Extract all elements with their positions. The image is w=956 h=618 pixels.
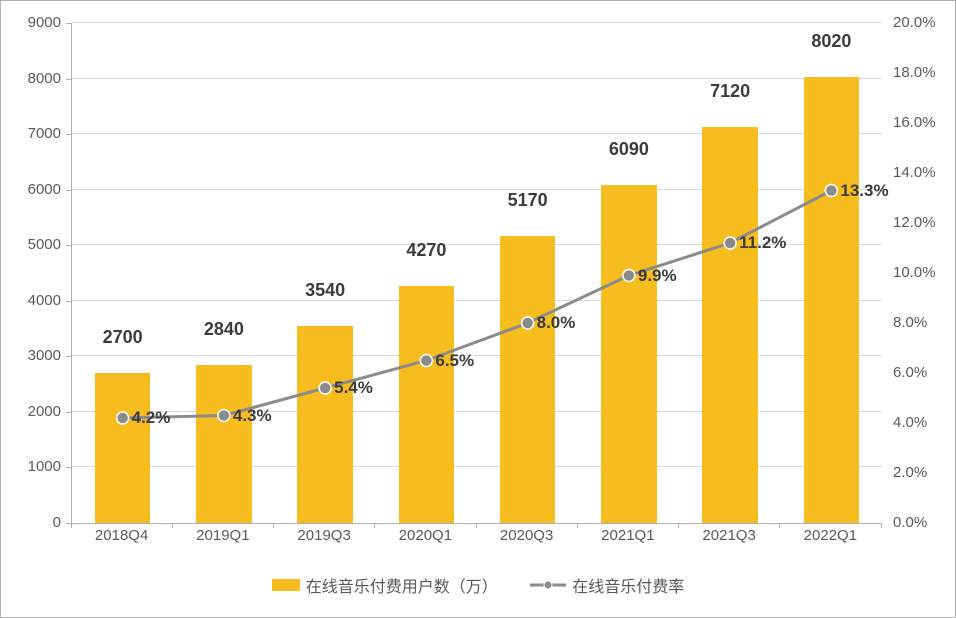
y-left-tick [66,23,71,24]
bar-value-label: 6090 [609,139,649,160]
x-tick [881,523,882,528]
y-left-tick-label: 0 [53,514,61,531]
y-left-tick-label: 3000 [28,347,61,364]
legend-line-swatch [530,579,566,591]
y-right-tick-label: 0.0% [893,514,927,531]
y-left-tick [66,79,71,80]
y-left-tick [66,134,71,135]
line-value-label: 6.5% [435,351,474,371]
x-tick [71,523,72,528]
line-value-label: 8.0% [537,313,576,333]
legend: 在线音乐付费用户数（万） 在线音乐付费率 [1,573,955,597]
y-left-tick [66,245,71,246]
gridline [72,189,882,190]
legend-bar-label: 在线音乐付费用户数（万） [306,573,498,597]
y-right-tick-label: 6.0% [893,364,927,381]
line-value-label: 9.9% [638,266,677,286]
bar-value-label: 2840 [204,319,244,340]
x-tick [374,523,375,528]
bar [601,185,657,523]
x-tick-label: 2018Q4 [95,527,148,544]
bar-value-label: 3540 [305,280,345,301]
bar [702,127,758,523]
y-right-tick-label: 16.0% [893,114,936,131]
y-right-tick-label: 4.0% [893,414,927,431]
gridline [72,355,882,356]
x-tick [577,523,578,528]
y-left-tick-label: 9000 [28,14,61,31]
legend-item-bars: 在线音乐付费用户数（万） [272,573,498,597]
chart-frame: 2700 2840 3540 4270 5170 6090 7120 8020 4.2% 4.3%… [0,0,956,618]
y-left-tick [66,412,71,413]
gridline [72,78,882,79]
x-tick [779,523,780,528]
bar [196,365,252,523]
bar-value-label: 7120 [710,81,750,102]
legend-bar-swatch [272,579,300,591]
x-tick-label: 2021Q3 [702,527,755,544]
bar-value-label: 5170 [508,190,548,211]
bar-value-label: 4270 [406,240,446,261]
gridline [72,22,882,23]
x-tick-label: 2021Q1 [601,527,654,544]
x-tick [476,523,477,528]
y-right-tick-label: 14.0% [893,164,936,181]
y-right-tick-label: 8.0% [893,314,927,331]
plot-area: 2700 2840 3540 4270 5170 6090 7120 8020 4.2% 4.3%… [71,23,882,524]
y-left-tick [66,190,71,191]
gridline [72,133,882,134]
bar [804,77,860,523]
line-value-label: 4.3% [233,406,272,426]
y-left-tick-label: 8000 [28,70,61,87]
y-left-tick [66,356,71,357]
x-tick-label: 2019Q1 [196,527,249,544]
x-tick [678,523,679,528]
y-right-tick-label: 12.0% [893,214,936,231]
legend-line-label: 在线音乐付费率 [572,573,684,597]
x-tick [172,523,173,528]
x-tick [273,523,274,528]
x-tick-label: 2022Q1 [804,527,857,544]
gridline [72,411,882,412]
y-left-tick-label: 7000 [28,125,61,142]
y-left-tick [66,467,71,468]
bar [399,286,455,523]
y-left-tick-label: 2000 [28,403,61,420]
y-right-tick-label: 2.0% [893,464,927,481]
gridline [72,466,882,467]
y-left-tick-label: 1000 [28,458,61,475]
line-value-label: 5.4% [334,378,373,398]
y-right-tick-label: 10.0% [893,264,936,281]
line-value-label: 11.2% [739,233,786,253]
y-left-tick-label: 6000 [28,181,61,198]
y-right-tick-label: 18.0% [893,64,936,81]
x-tick-label: 2020Q3 [500,527,553,544]
gridline [72,300,882,301]
line-layer [72,23,882,523]
bar [95,373,151,523]
line-value-label: 4.2% [132,408,171,428]
y-left-tick [66,301,71,302]
bar [500,236,556,523]
line-value-label: 13.3% [840,181,888,201]
legend-item-line: 在线音乐付费率 [530,573,684,597]
x-tick-label: 2019Q3 [297,527,350,544]
y-left-tick-label: 5000 [28,236,61,253]
y-left-tick-label: 4000 [28,292,61,309]
x-tick-label: 2020Q1 [399,527,452,544]
y-right-tick-label: 20.0% [893,14,936,31]
bar [297,326,353,523]
bar-value-label: 2700 [103,327,143,348]
bar-value-label: 8020 [811,31,851,52]
